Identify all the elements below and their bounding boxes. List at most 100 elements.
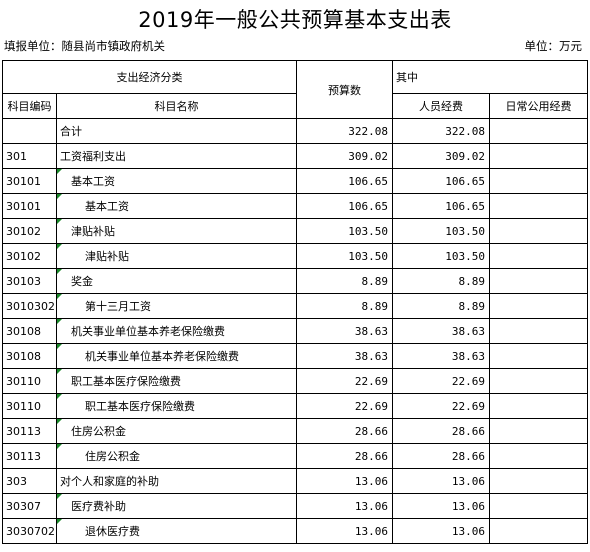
cell-personnel: 28.66 (392, 443, 490, 469)
cell-public (489, 518, 588, 544)
cell-code: 30113 (2, 418, 57, 444)
cell-personnel: 13.06 (392, 468, 490, 494)
cell-budget: 13.06 (296, 518, 393, 544)
cell-budget: 13.06 (296, 493, 393, 519)
cell-personnel: 106.65 (392, 193, 490, 219)
cell-personnel: 38.63 (392, 318, 490, 344)
table-row: 合计 322.08 322.08 (2, 118, 588, 144)
cell-personnel: 322.08 (392, 118, 490, 144)
cell-public (489, 493, 588, 519)
page-title: 2019年一般公共预算基本支出表 (138, 8, 452, 32)
cell-public (489, 318, 588, 344)
header-personnel: 人员经费 (392, 93, 490, 119)
cell-code: 30101 (2, 193, 57, 219)
cell-public (489, 368, 588, 394)
cell-personnel: 8.89 (392, 268, 490, 294)
cell-public (489, 418, 588, 444)
cell-name: 机关事业单位基本养老保险缴费 (56, 318, 297, 344)
cell-name: 津贴补贴 (56, 243, 297, 269)
cell-name: 基本工资 (56, 168, 297, 194)
cell-code: 30103 (2, 268, 57, 294)
header-public: 日常公用经费 (489, 93, 588, 119)
table-row: 30307 医疗费补助 13.06 13.06 (2, 493, 588, 519)
cell-public (489, 393, 588, 419)
table-row: 3010302 第十三月工资 8.89 8.89 (2, 293, 588, 319)
cell-budget: 22.69 (296, 393, 393, 419)
cell-personnel: 22.69 (392, 368, 490, 394)
table-row: 30102 津贴补贴 103.50 103.50 (2, 243, 588, 269)
cell-name: 第十三月工资 (56, 293, 297, 319)
cell-name: 基本工资 (56, 193, 297, 219)
cell-code: 30110 (2, 368, 57, 394)
cell-name: 对个人和家庭的补助 (56, 468, 297, 494)
header-of-which: 其中 (392, 60, 588, 94)
table-row: 30101 基本工资 106.65 106.65 (2, 193, 588, 219)
cell-personnel: 28.66 (392, 418, 490, 444)
header-code: 科目编码 (2, 93, 57, 119)
cell-personnel: 103.50 (392, 243, 490, 269)
table-row: 30110 职工基本医疗保险缴费 22.69 22.69 (2, 368, 588, 394)
cell-code: 30110 (2, 393, 57, 419)
cell-public (489, 168, 588, 194)
table-row: 30113 住房公积金 28.66 28.66 (2, 443, 588, 469)
cell-public (489, 193, 588, 219)
cell-public (489, 218, 588, 244)
cell-public (489, 243, 588, 269)
cell-public (489, 143, 588, 169)
header-category: 支出经济分类 (2, 60, 297, 94)
cell-public (489, 293, 588, 319)
cell-budget: 106.65 (296, 168, 393, 194)
cell-personnel: 103.50 (392, 218, 490, 244)
currency-unit: 单位：万元 (524, 39, 583, 53)
cell-name: 职工基本医疗保险缴费 (56, 393, 297, 419)
cell-budget: 38.63 (296, 343, 393, 369)
cell-personnel: 309.02 (392, 143, 490, 169)
cell-budget: 28.66 (296, 418, 393, 444)
table-row: 30108 机关事业单位基本养老保险缴费 38.63 38.63 (2, 343, 588, 369)
cell-code: 3030702 (2, 518, 57, 544)
cell-code: 30307 (2, 493, 57, 519)
cell-personnel: 13.06 (392, 493, 490, 519)
cell-code: 30102 (2, 243, 57, 269)
cell-budget: 8.89 (296, 268, 393, 294)
cell-public (489, 343, 588, 369)
cell-name: 住房公积金 (56, 418, 297, 444)
cell-public (489, 443, 588, 469)
cell-budget: 38.63 (296, 318, 393, 344)
cell-budget: 22.69 (296, 368, 393, 394)
cell-code: 30108 (2, 318, 57, 344)
cell-personnel: 13.06 (392, 518, 490, 544)
header-name: 科目名称 (56, 93, 297, 119)
table-row: 30113 住房公积金 28.66 28.66 (2, 418, 588, 444)
table-row: 30103 奖金 8.89 8.89 (2, 268, 588, 294)
cell-code: 30102 (2, 218, 57, 244)
cell-personnel: 106.65 (392, 168, 490, 194)
cell-personnel: 22.69 (392, 393, 490, 419)
cell-personnel: 38.63 (392, 343, 490, 369)
cell-code: 301 (2, 143, 57, 169)
cell-budget: 28.66 (296, 443, 393, 469)
cell-personnel: 8.89 (392, 293, 490, 319)
cell-name: 医疗费补助 (56, 493, 297, 519)
cell-name: 机关事业单位基本养老保险缴费 (56, 343, 297, 369)
cell-budget: 322.08 (296, 118, 393, 144)
cell-name: 住房公积金 (56, 443, 297, 469)
cell-code: 303 (2, 468, 57, 494)
cell-code: 30108 (2, 343, 57, 369)
table-row: 30110 职工基本医疗保险缴费 22.69 22.69 (2, 393, 588, 419)
cell-name: 职工基本医疗保险缴费 (56, 368, 297, 394)
cell-budget: 309.02 (296, 143, 393, 169)
cell-code: 30101 (2, 168, 57, 194)
cell-budget: 13.06 (296, 468, 393, 494)
cell-budget: 103.50 (296, 218, 393, 244)
cell-code (2, 118, 57, 144)
cell-name: 工资福利支出 (56, 143, 297, 169)
cell-code: 3010302 (2, 293, 57, 319)
budget-table: 支出经济分类 预算数 其中 科目编码 科目名称 人员经费 日常公用经费 合计 32… (2, 60, 588, 544)
cell-budget: 103.50 (296, 243, 393, 269)
reporting-unit: 填报单位：随县尚市镇政府机关 (4, 39, 165, 53)
cell-budget: 106.65 (296, 193, 393, 219)
table-row: 30102 津贴补贴 103.50 103.50 (2, 218, 588, 244)
cell-name: 退休医疗费 (56, 518, 297, 544)
cell-public (489, 468, 588, 494)
